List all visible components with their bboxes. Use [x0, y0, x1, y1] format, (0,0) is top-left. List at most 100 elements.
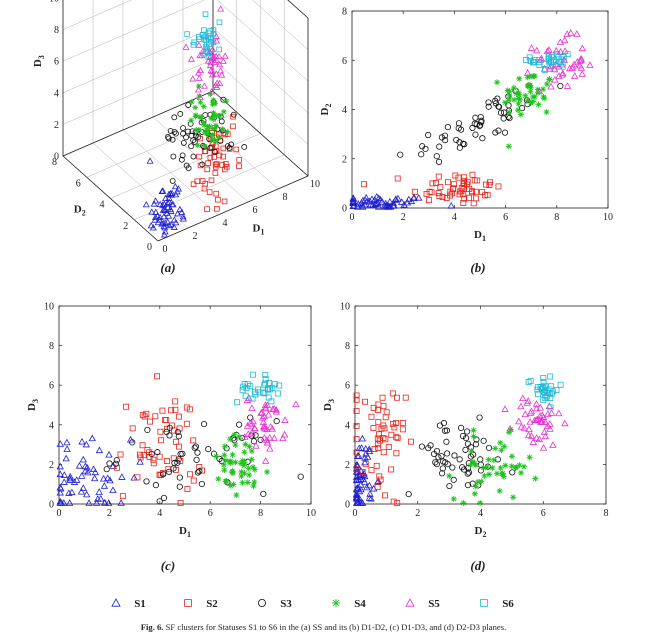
point-S2	[219, 162, 226, 168]
point-S2	[205, 160, 211, 166]
point-S5	[280, 430, 289, 438]
point-S3	[176, 483, 183, 490]
point-S1	[78, 472, 86, 479]
point-S4	[516, 75, 523, 82]
svg-text:D1: D1	[253, 222, 265, 236]
point-S5	[213, 83, 221, 90]
point-S2	[375, 419, 382, 426]
point-S4	[505, 143, 512, 150]
point-S3	[397, 151, 404, 158]
point-S3	[176, 474, 183, 481]
point-S4	[215, 475, 222, 482]
point-S1	[146, 157, 154, 164]
point-S2	[402, 394, 409, 401]
panel-label: (d)	[470, 558, 485, 573]
point-S1	[160, 231, 168, 238]
point-S3	[205, 446, 212, 453]
point-S3	[442, 137, 449, 144]
z-tick-label: 8	[54, 25, 59, 36]
point-S5	[216, 79, 224, 86]
point-S3	[170, 153, 177, 160]
point-S3	[194, 469, 202, 476]
point-S4	[236, 433, 243, 440]
point-S4	[480, 464, 487, 471]
point-S4	[240, 462, 247, 469]
point-S5	[182, 43, 190, 50]
legend-label: S5	[428, 598, 440, 610]
point-S6	[262, 380, 268, 387]
grid-line	[62, 0, 205, 62]
x-tick-label: 2	[401, 212, 406, 223]
point-S4	[492, 445, 499, 452]
y-tick-label: 8	[52, 157, 57, 168]
point-S5	[573, 30, 581, 37]
y-tick-label: 8	[49, 341, 54, 352]
point-S5	[250, 424, 259, 431]
point-S2	[353, 396, 360, 403]
point-S1	[156, 213, 164, 220]
point-S1	[447, 201, 455, 209]
point-S2	[407, 438, 414, 445]
point-S6	[536, 56, 543, 63]
point-S2	[213, 161, 220, 167]
point-S4	[332, 599, 340, 607]
point-S5	[546, 65, 554, 72]
point-S1	[159, 187, 167, 194]
point-S3	[166, 432, 173, 439]
point-S3	[425, 131, 432, 139]
point-S3	[443, 450, 451, 457]
point-S2	[385, 444, 392, 450]
point-S4	[469, 458, 476, 465]
point-S3	[248, 432, 255, 439]
point-S2	[461, 180, 468, 187]
point-S3	[450, 476, 457, 483]
point-S2	[204, 166, 210, 173]
point-S2	[368, 413, 375, 420]
point-S6	[201, 27, 207, 34]
point-S5	[524, 431, 533, 439]
point-S3	[192, 443, 199, 450]
point-S5	[533, 46, 541, 54]
point-S5	[252, 441, 260, 449]
point-S2	[426, 197, 432, 204]
point-S5	[195, 41, 203, 48]
point-S1	[366, 197, 374, 205]
svg-text:D3: D3	[32, 55, 46, 67]
point-S3	[200, 420, 208, 428]
point-S5	[549, 441, 557, 448]
grid-line	[134, 154, 285, 220]
point-S3	[492, 97, 499, 104]
point-S1	[56, 499, 64, 506]
point-S3	[223, 445, 230, 452]
point-S1	[117, 499, 125, 506]
point-S1	[62, 454, 70, 462]
point-S4	[222, 457, 229, 464]
point-S4	[467, 462, 474, 469]
point-S2	[411, 188, 418, 195]
point-S2	[474, 177, 481, 184]
point-S2	[164, 425, 170, 432]
point-S1	[149, 224, 157, 231]
point-S4	[468, 448, 475, 455]
point-S3	[260, 490, 267, 498]
point-S2	[383, 409, 390, 416]
point-S2	[393, 420, 400, 427]
point-S5	[208, 71, 216, 78]
grid-line	[216, 0, 309, 82]
point-S4	[221, 467, 228, 474]
point-S2	[389, 390, 396, 397]
points	[56, 371, 304, 506]
point-S1	[73, 476, 81, 483]
point-S6	[535, 391, 542, 398]
point-S5	[258, 408, 266, 416]
legend-label: S6	[502, 598, 514, 610]
point-S4	[193, 127, 200, 133]
point-S4	[197, 99, 204, 106]
point-S2	[353, 422, 360, 429]
point-S3	[201, 144, 208, 150]
point-S4	[210, 137, 216, 143]
point-S4	[460, 500, 467, 507]
point-S2	[379, 394, 386, 401]
point-S6	[557, 58, 564, 65]
point-S1	[407, 197, 416, 205]
